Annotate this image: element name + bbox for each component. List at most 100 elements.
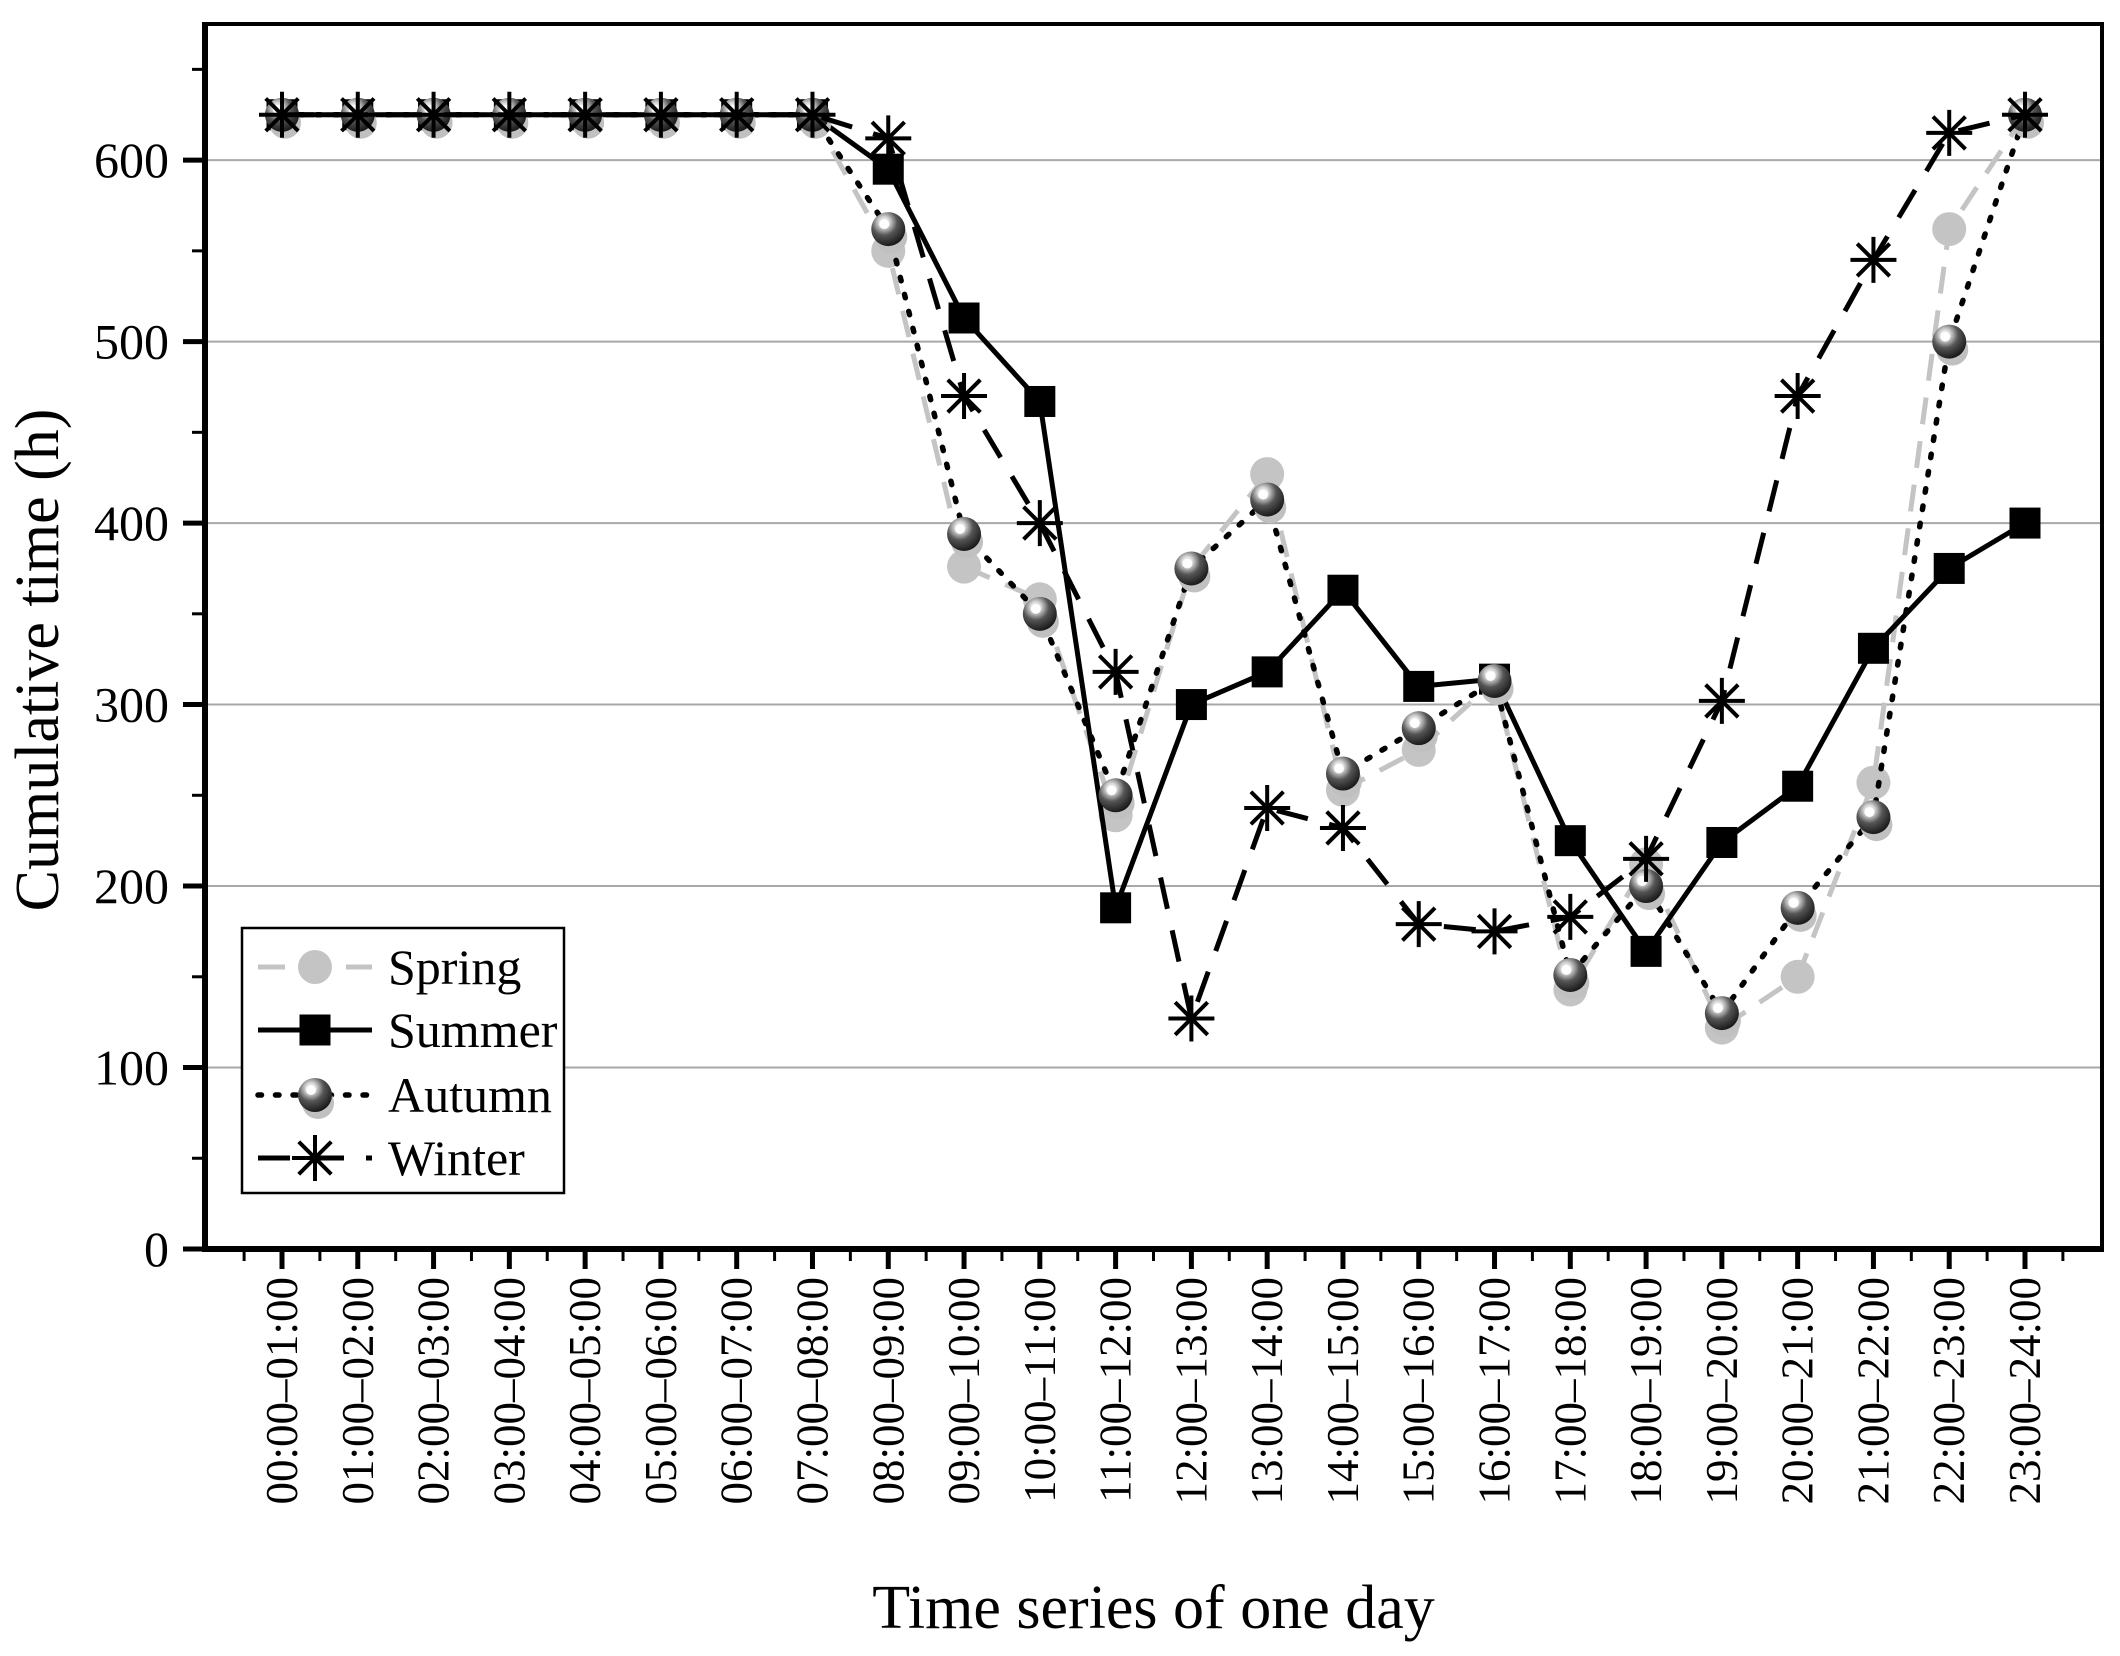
marker-autumn-15 <box>1401 711 1438 753</box>
marker-summer-12 <box>1175 689 1207 721</box>
marker-winter-9 <box>941 373 988 420</box>
summer-square-marker <box>1251 656 1283 688</box>
y-tick-label-300: 300 <box>94 677 169 733</box>
legend-marker-winter <box>292 1135 338 1181</box>
marker-winter-2 <box>410 91 457 138</box>
spring-circle-marker <box>298 950 332 984</box>
winter-asterisk-spoke <box>1022 505 1058 541</box>
sphere-highlight <box>879 219 890 230</box>
marker-winter-12 <box>1168 995 1215 1042</box>
marker-summer-20 <box>1782 770 1814 802</box>
legend-item-summer: Summer <box>258 1002 558 1058</box>
marker-winter-3 <box>486 91 533 138</box>
x-tick-label-17: 17:00–18:00 <box>1545 1277 1595 1505</box>
winter-asterisk-spoke <box>946 378 982 414</box>
marker-spring-13 <box>1250 457 1285 492</box>
sphere-highlight <box>1788 897 1799 908</box>
summer-square-marker <box>299 1014 331 1046</box>
marker-winter-14 <box>1319 804 1366 851</box>
legend-item-spring: Spring <box>258 939 521 995</box>
marker-summer-14 <box>1327 574 1359 606</box>
marker-spring-21 <box>1856 765 1891 800</box>
summer-square-marker <box>2009 507 2041 539</box>
x-tick-label-22: 22:00–23:00 <box>1924 1277 1974 1505</box>
gridlines <box>205 159 2102 1069</box>
winter-asterisk-spoke <box>1249 790 1285 826</box>
legend-marker-autumn <box>298 1078 334 1119</box>
y-tick-labels: 0 100 200 300 400 500 600 <box>94 132 169 1277</box>
summer-square-marker <box>1630 935 1662 967</box>
winter-asterisk-spoke <box>340 97 376 133</box>
marker-winter-19 <box>1698 677 1745 724</box>
summer-square-marker <box>1024 385 1056 417</box>
summer-square-marker <box>1403 670 1435 702</box>
series-line-autumn <box>279 111 2028 1016</box>
series-line-spring <box>282 112 2028 1031</box>
autumn-sphere-marker <box>947 516 982 551</box>
sphere-highlight <box>1561 964 1572 975</box>
x-tick-label-0: 00:00–01:00 <box>257 1277 307 1505</box>
winter-asterisk-spoke <box>491 97 528 133</box>
legend-label-summer: Summer <box>388 1002 558 1058</box>
summer-square-marker <box>1327 574 1359 606</box>
autumn-sphere-marker <box>1325 756 1360 791</box>
summer-square-marker <box>1933 552 1965 584</box>
x-axis-ticks <box>242 1249 2065 1269</box>
winter-asterisk-spoke <box>1325 810 1361 846</box>
x-tick-label-19: 19:00–20:00 <box>1697 1277 1747 1505</box>
marker-autumn-13 <box>1250 482 1287 524</box>
autumn-sphere-marker <box>871 212 906 247</box>
marker-autumn-19 <box>1704 996 1741 1038</box>
y-axis-title: Cumulative time (h) <box>4 409 72 912</box>
x-tick-label-16: 16:00–17:00 <box>1470 1277 1520 1505</box>
summer-square-marker <box>948 302 980 334</box>
summer-square-marker <box>1706 826 1738 858</box>
marker-summer-18 <box>1630 935 1662 967</box>
x-tick-label-11: 11:00–12:00 <box>1091 1277 1141 1503</box>
winter-asterisk-spoke <box>1628 841 1664 877</box>
marker-summer-22 <box>1933 552 1965 584</box>
winter-asterisk-spoke <box>2007 97 2043 133</box>
sphere-highlight <box>1182 558 1193 569</box>
sphere-highlight <box>1030 603 1041 614</box>
marker-winter-21 <box>1850 236 1897 283</box>
winter-asterisk-spoke <box>415 97 452 133</box>
x-tick-label-12: 12:00–13:00 <box>1166 1277 1216 1505</box>
y-tick-label-0: 0 <box>144 1221 169 1277</box>
marker-winter-6 <box>713 91 760 138</box>
winter-asterisk-spoke <box>1401 906 1437 942</box>
spring-circle-marker <box>1780 959 1815 994</box>
winter-asterisk-spoke <box>264 97 300 133</box>
x-tick-label-6: 06:00–07:00 <box>712 1277 762 1505</box>
sphere-highlight <box>1864 807 1875 818</box>
autumn-sphere-marker <box>1250 482 1285 517</box>
x-tick-label-7: 07:00–08:00 <box>787 1277 837 1505</box>
marker-winter-8 <box>865 115 912 162</box>
sphere-highlight <box>1940 331 1951 342</box>
winter-asterisk-spoke <box>1552 899 1588 935</box>
legend-label-autumn: Autumn <box>388 1067 552 1123</box>
x-tick-label-5: 05:00–06:00 <box>636 1277 686 1505</box>
autumn-sphere-marker <box>1629 869 1664 904</box>
sphere-highlight <box>955 523 966 534</box>
legend-marker-spring <box>298 950 332 984</box>
legend-label-spring: Spring <box>388 939 521 995</box>
spring-circle-marker <box>1250 457 1285 492</box>
series-line-winter <box>282 112 2026 1021</box>
summer-square-marker <box>1554 825 1586 857</box>
x-tick-labels: 00:00–01:00 01:00–02:00 02:00–03:00 03:00–0… <box>257 1277 2050 1505</box>
legend-label-winter: Winter <box>388 1130 525 1186</box>
marker-autumn-10 <box>1022 596 1059 638</box>
marker-spring-9 <box>947 549 982 584</box>
marker-winter-15 <box>1395 901 1442 948</box>
marker-autumn-8 <box>871 212 908 254</box>
marker-summer-11 <box>1100 892 1132 924</box>
x-tick-label-1: 01:00–02:00 <box>333 1277 383 1505</box>
legend-item-winter: Winter <box>258 1130 525 1186</box>
winter-asterisk-spoke <box>567 97 603 133</box>
marker-winter-20 <box>1774 373 1821 420</box>
marker-spring-20 <box>1780 959 1815 994</box>
x-tick-label-20: 20:00–21:00 <box>1773 1277 1823 1505</box>
